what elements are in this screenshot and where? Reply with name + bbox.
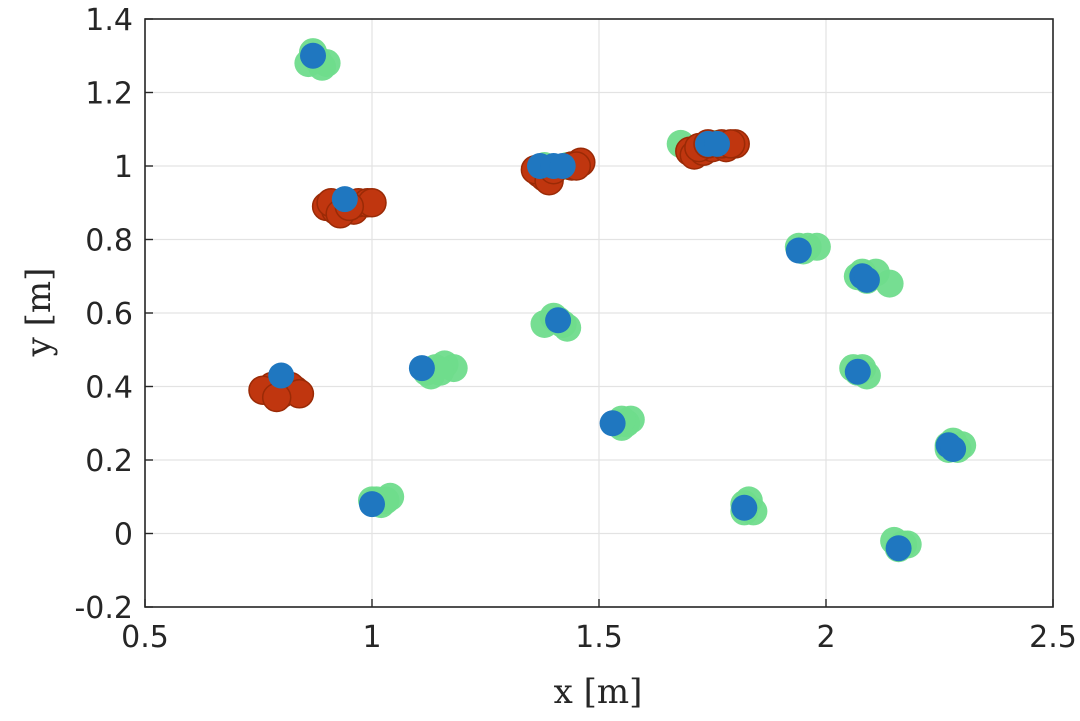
blue-point [268,362,295,389]
blue-point [844,358,871,385]
x-tick-label: 1 [362,620,381,655]
blue-point [359,491,385,518]
blue-point [408,355,435,382]
y-tick-label: -0.2 [74,591,133,626]
y-tick-labels: -0.2 0 0.2 0.4 0.6 0.8 1 1.2 1.4 [74,3,153,626]
blue-point [885,535,912,562]
blue-point [549,153,576,179]
y-tick-label: 1.4 [85,3,133,38]
blue-point [704,130,730,157]
blue-point [940,436,967,462]
y-tick-label: 1.2 [85,77,133,112]
blue-series [268,42,967,562]
y-axis-label: y [m] [19,268,59,358]
y-tick-label: 0.6 [85,297,133,332]
x-tick-label: 2.5 [1029,620,1077,655]
blue-point [300,42,326,69]
y-tick-label: 0 [114,518,133,553]
x-tick-label: 2 [816,620,835,655]
blue-point [853,266,880,293]
data-markers [248,38,977,563]
x-axis-label: x [m] [554,672,643,712]
y-tick-label: 0.8 [85,224,133,259]
x-tick-label: 0.5 [121,620,169,655]
y-tick-label: 0.4 [85,371,133,406]
blue-point [785,237,812,264]
x-tick-label: 1.5 [575,620,623,655]
x-tick-labels: 0.5 1 1.5 2 2.5 [121,599,1077,655]
red-point [261,382,292,413]
green-point [875,269,904,298]
y-tick-label: 1 [114,150,133,185]
blue-point [599,410,626,437]
blue-point [331,186,358,213]
blue-point [731,494,758,521]
blue-point [545,307,572,334]
y-tick-label: 0.2 [85,444,133,479]
